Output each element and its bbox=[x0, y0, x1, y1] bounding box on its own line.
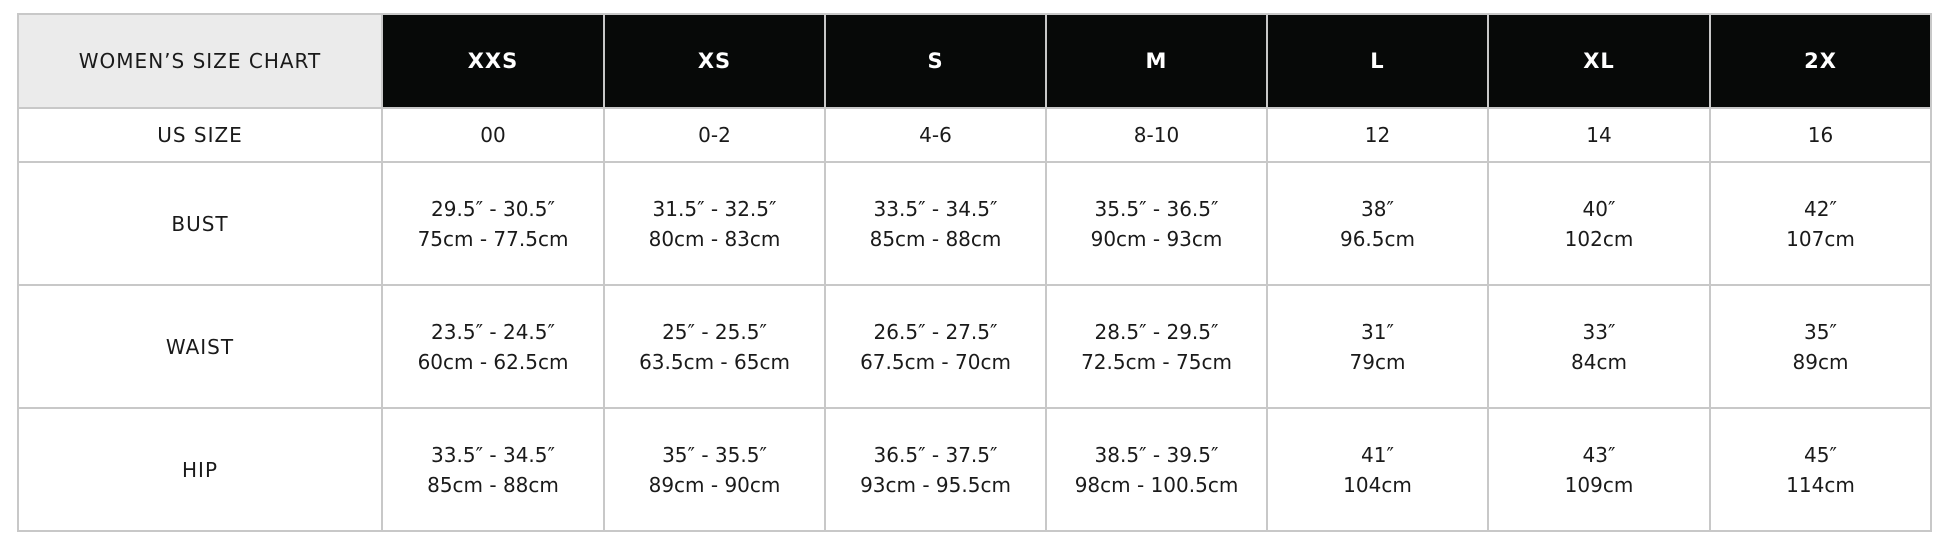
table-row: WAIST 23.5″ - 24.5″ 60cm - 62.5cm 25″ - 25.… bbox=[17, 284, 1932, 409]
size-header-xl: XL bbox=[1487, 13, 1711, 109]
us-size-value: 14 bbox=[1586, 123, 1612, 147]
table-cell: 31.5″ - 32.5″ 80cm - 83cm bbox=[603, 161, 826, 286]
table-cell: 28.5″ - 29.5″ 72.5cm - 75cm bbox=[1045, 284, 1268, 409]
size-chart-table: WOMEN’S SIZE CHART XXS XS S M L XL 2X US… bbox=[17, 13, 1932, 532]
inch-value: 35.5″ - 36.5″ bbox=[1094, 196, 1219, 221]
cm-value: 89cm - 90cm bbox=[648, 472, 781, 497]
table-cell: 33.5″ - 34.5″ 85cm - 88cm bbox=[381, 407, 605, 532]
table-cell: 14 bbox=[1487, 107, 1711, 163]
cm-value: 67.5cm - 70cm bbox=[860, 349, 1011, 374]
table-cell: 40″ 102cm bbox=[1487, 161, 1711, 286]
us-size-value: 16 bbox=[1807, 123, 1834, 147]
inch-value: 28.5″ - 29.5″ bbox=[1094, 319, 1219, 344]
size-header-xxs: XXS bbox=[381, 13, 605, 109]
row-label: US SIZE bbox=[17, 107, 383, 163]
cm-value: 96.5cm bbox=[1339, 226, 1415, 251]
inch-value: 29.5″ - 30.5″ bbox=[431, 196, 555, 221]
us-size-value: 12 bbox=[1364, 123, 1391, 147]
table-cell: 26.5″ - 27.5″ 67.5cm - 70cm bbox=[824, 284, 1047, 409]
table-cell: 29.5″ - 30.5″ 75cm - 77.5cm bbox=[381, 161, 605, 286]
inch-value: 33.5″ - 34.5″ bbox=[873, 196, 998, 221]
inch-value: 31.5″ - 32.5″ bbox=[652, 196, 777, 221]
us-size-value: 0-2 bbox=[698, 123, 731, 147]
table-cell: 38.5″ - 39.5″ 98cm - 100.5cm bbox=[1045, 407, 1268, 532]
us-size-value: 4-6 bbox=[919, 123, 952, 147]
table-cell: 33″ 84cm bbox=[1487, 284, 1711, 409]
inch-value: 36.5″ - 37.5″ bbox=[873, 442, 998, 467]
inch-value: 41″ bbox=[1361, 442, 1394, 467]
inch-value: 45″ bbox=[1804, 442, 1837, 467]
table-cell: 31″ 79cm bbox=[1266, 284, 1489, 409]
cm-value: 93cm - 95.5cm bbox=[860, 472, 1011, 497]
inch-value: 33.5″ - 34.5″ bbox=[431, 442, 555, 467]
table-cell: 16 bbox=[1709, 107, 1932, 163]
us-size-value: 8-10 bbox=[1133, 123, 1180, 147]
table-cell: 12 bbox=[1266, 107, 1489, 163]
inch-value: 23.5″ - 24.5″ bbox=[431, 319, 555, 344]
row-label: BUST bbox=[17, 161, 383, 286]
inch-value: 33″ bbox=[1582, 319, 1616, 344]
inch-value: 35″ bbox=[1804, 319, 1837, 344]
inch-value: 43″ bbox=[1582, 442, 1616, 467]
table-cell: 43″ 109cm bbox=[1487, 407, 1711, 532]
cm-value: 79cm bbox=[1349, 349, 1406, 374]
table-row: US SIZE 00 0-2 4-6 8-10 12 14 16 bbox=[17, 107, 1932, 163]
cm-value: 107cm bbox=[1786, 226, 1855, 251]
cm-value: 60cm - 62.5cm bbox=[417, 349, 569, 374]
cm-value: 89cm bbox=[1792, 349, 1849, 374]
cm-value: 98cm - 100.5cm bbox=[1074, 472, 1239, 497]
header-row: WOMEN’S SIZE CHART XXS XS S M L XL 2X bbox=[17, 13, 1932, 109]
inch-value: 25″ - 25.5″ bbox=[662, 319, 767, 344]
cm-value: 75cm - 77.5cm bbox=[417, 226, 569, 251]
inch-value: 38″ bbox=[1361, 196, 1394, 221]
size-header-m: M bbox=[1045, 13, 1268, 109]
table-cell: 00 bbox=[381, 107, 605, 163]
table-cell: 35″ - 35.5″ 89cm - 90cm bbox=[603, 407, 826, 532]
cm-value: 114cm bbox=[1786, 472, 1855, 497]
cm-value: 90cm - 93cm bbox=[1090, 226, 1223, 251]
size-header-l: L bbox=[1266, 13, 1489, 109]
inch-value: 35″ - 35.5″ bbox=[662, 442, 767, 467]
size-header-s: S bbox=[824, 13, 1047, 109]
cm-value: 102cm bbox=[1564, 226, 1634, 251]
inch-value: 26.5″ - 27.5″ bbox=[873, 319, 998, 344]
cm-value: 84cm bbox=[1571, 349, 1627, 374]
us-size-value: 00 bbox=[480, 123, 506, 147]
table-row: BUST 29.5″ - 30.5″ 75cm - 77.5cm 31.5″ - 32… bbox=[17, 161, 1932, 286]
table-cell: 35″ 89cm bbox=[1709, 284, 1932, 409]
cm-value: 80cm - 83cm bbox=[648, 226, 781, 251]
chart-title: WOMEN’S SIZE CHART bbox=[17, 13, 383, 109]
inch-value: 40″ bbox=[1582, 196, 1616, 221]
inch-value: 38.5″ - 39.5″ bbox=[1094, 442, 1219, 467]
cm-value: 85cm - 88cm bbox=[869, 226, 1002, 251]
cm-value: 63.5cm - 65cm bbox=[639, 349, 790, 374]
cm-value: 85cm - 88cm bbox=[427, 472, 559, 497]
size-header-2x: 2X bbox=[1709, 13, 1932, 109]
table-cell: 42″ 107cm bbox=[1709, 161, 1932, 286]
table-cell: 25″ - 25.5″ 63.5cm - 65cm bbox=[603, 284, 826, 409]
table-cell: 23.5″ - 24.5″ 60cm - 62.5cm bbox=[381, 284, 605, 409]
table-cell: 36.5″ - 37.5″ 93cm - 95.5cm bbox=[824, 407, 1047, 532]
inch-value: 42″ bbox=[1804, 196, 1837, 221]
table-cell: 4-6 bbox=[824, 107, 1047, 163]
table-cell: 45″ 114cm bbox=[1709, 407, 1932, 532]
table-cell: 33.5″ - 34.5″ 85cm - 88cm bbox=[824, 161, 1047, 286]
table-cell: 8-10 bbox=[1045, 107, 1268, 163]
cm-value: 72.5cm - 75cm bbox=[1081, 349, 1232, 374]
table-cell: 41″ 104cm bbox=[1266, 407, 1489, 532]
table-cell: 38″ 96.5cm bbox=[1266, 161, 1489, 286]
table-cell: 0-2 bbox=[603, 107, 826, 163]
size-header-xs: XS bbox=[603, 13, 826, 109]
row-label: HIP bbox=[17, 407, 383, 532]
row-label: WAIST bbox=[17, 284, 383, 409]
cm-value: 104cm bbox=[1343, 472, 1412, 497]
cm-value: 109cm bbox=[1564, 472, 1634, 497]
table-row: HIP 33.5″ - 34.5″ 85cm - 88cm 35″ - 35.5″ 89… bbox=[17, 407, 1932, 532]
table-cell: 35.5″ - 36.5″ 90cm - 93cm bbox=[1045, 161, 1268, 286]
inch-value: 31″ bbox=[1361, 319, 1394, 344]
